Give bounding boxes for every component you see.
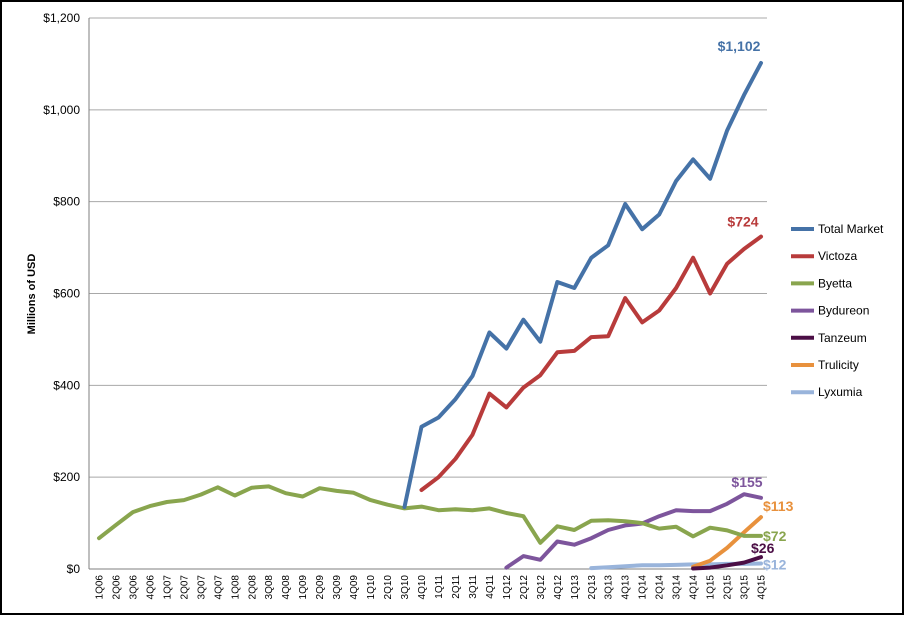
x-tick-label: 4Q13 <box>621 575 632 600</box>
y-tick-label: $800 <box>53 195 80 209</box>
x-tick-label: 4Q07 <box>213 575 224 600</box>
legend-entry: Bydureon <box>818 304 869 318</box>
x-axis-ticks: 1Q06 2Q06 3Q06 4Q06 1Q07 2Q07 3Q07 4Q07 1Q08 2Q08… <box>95 575 768 600</box>
x-tick-label: 1Q13 <box>570 575 581 600</box>
x-tick-label: 3Q12 <box>536 575 547 600</box>
x-tick-label: 2Q10 <box>383 575 394 600</box>
end-value-label: $724 <box>727 214 758 230</box>
series-line <box>402 61 763 509</box>
x-tick-label: 1Q15 <box>706 575 717 600</box>
x-tick-label: 1Q11 <box>434 575 445 599</box>
gridlines <box>89 17 767 478</box>
y-tick-label: $1,200 <box>43 11 80 25</box>
x-tick-label: 1Q06 <box>95 575 106 600</box>
series-line <box>419 234 763 492</box>
end-value-label: $12 <box>763 556 787 572</box>
x-tick-label: 3Q10 <box>400 575 411 600</box>
x-tick-label: 3Q14 <box>672 575 683 600</box>
x-tick-label: 3Q09 <box>332 575 343 600</box>
series-line <box>691 555 763 571</box>
series-line <box>691 515 763 569</box>
y-axis-ticks: $0 $200 $400 $600 $800 $1,000 $1,200 <box>43 11 80 576</box>
x-tick-label: 3Q13 <box>604 575 615 600</box>
x-tick-label: 4Q11 <box>485 575 496 599</box>
x-tick-label: 2Q14 <box>655 575 666 600</box>
x-tick-label: 1Q08 <box>230 575 241 600</box>
x-tick-label: 3Q15 <box>740 575 751 600</box>
end-value-label: $26 <box>751 540 775 556</box>
x-tick-label: 3Q11 <box>468 575 479 599</box>
x-tick-label: 2Q15 <box>723 575 734 600</box>
y-axis-label: Millions of USD <box>26 254 38 335</box>
y-tick-label: $200 <box>53 470 80 484</box>
legend-entry: Byetta <box>818 276 852 290</box>
x-tick-label: 2Q11 <box>451 575 462 599</box>
x-tick-label: 3Q06 <box>128 575 139 600</box>
x-tick-label: 4Q08 <box>281 575 292 600</box>
legend: Total Market Victoza Byetta Bydureon Tanzeum… <box>791 222 884 399</box>
y-tick-label: $1,000 <box>43 103 80 117</box>
x-tick-label: 2Q12 <box>519 575 530 600</box>
x-tick-label: 1Q14 <box>638 575 649 600</box>
x-tick-label: 2Q07 <box>179 575 190 600</box>
legend-entry: Tanzeum <box>818 331 867 345</box>
x-tick-label: 1Q10 <box>366 575 377 600</box>
x-tick-label: 1Q09 <box>298 575 309 600</box>
x-tick-label: 1Q12 <box>502 575 513 600</box>
x-tick-label: 4Q10 <box>417 575 428 600</box>
x-tick-label: 2Q09 <box>315 575 326 600</box>
legend-entry: Trulicity <box>818 358 859 372</box>
end-value-label: $72 <box>763 528 787 544</box>
axes <box>88 18 767 570</box>
end-value-label: $113 <box>763 498 794 514</box>
x-tick-label: 4Q12 <box>553 575 564 600</box>
x-tick-label: 4Q09 <box>349 575 360 600</box>
legend-entry: Total Market <box>818 222 884 236</box>
x-tick-label: 2Q08 <box>247 575 258 600</box>
x-tick-label: 2Q06 <box>111 575 122 600</box>
legend-entry: Victoza <box>818 249 857 263</box>
x-tick-label: 4Q14 <box>689 575 700 600</box>
legend-entry: Lyxumia <box>818 385 863 399</box>
x-tick-label: 4Q06 <box>145 575 156 600</box>
y-tick-label: $0 <box>67 562 81 576</box>
x-tick-label: 1Q07 <box>162 575 173 600</box>
y-tick-label: $400 <box>53 378 80 392</box>
series-line <box>97 484 763 545</box>
series-line <box>504 492 763 570</box>
end-value-labels: $12 $113 $26 $155 $72 $724 $1,102 <box>718 38 794 572</box>
x-tick-label: 2Q13 <box>587 575 598 600</box>
x-tick-label: 3Q07 <box>196 575 207 600</box>
series-lines <box>97 61 763 571</box>
end-value-label: $155 <box>731 474 762 490</box>
end-value-label: $1,102 <box>718 38 761 54</box>
x-tick-label: 3Q08 <box>264 575 275 600</box>
x-tick-label: 4Q15 <box>757 575 768 600</box>
y-tick-label: $600 <box>53 287 80 301</box>
